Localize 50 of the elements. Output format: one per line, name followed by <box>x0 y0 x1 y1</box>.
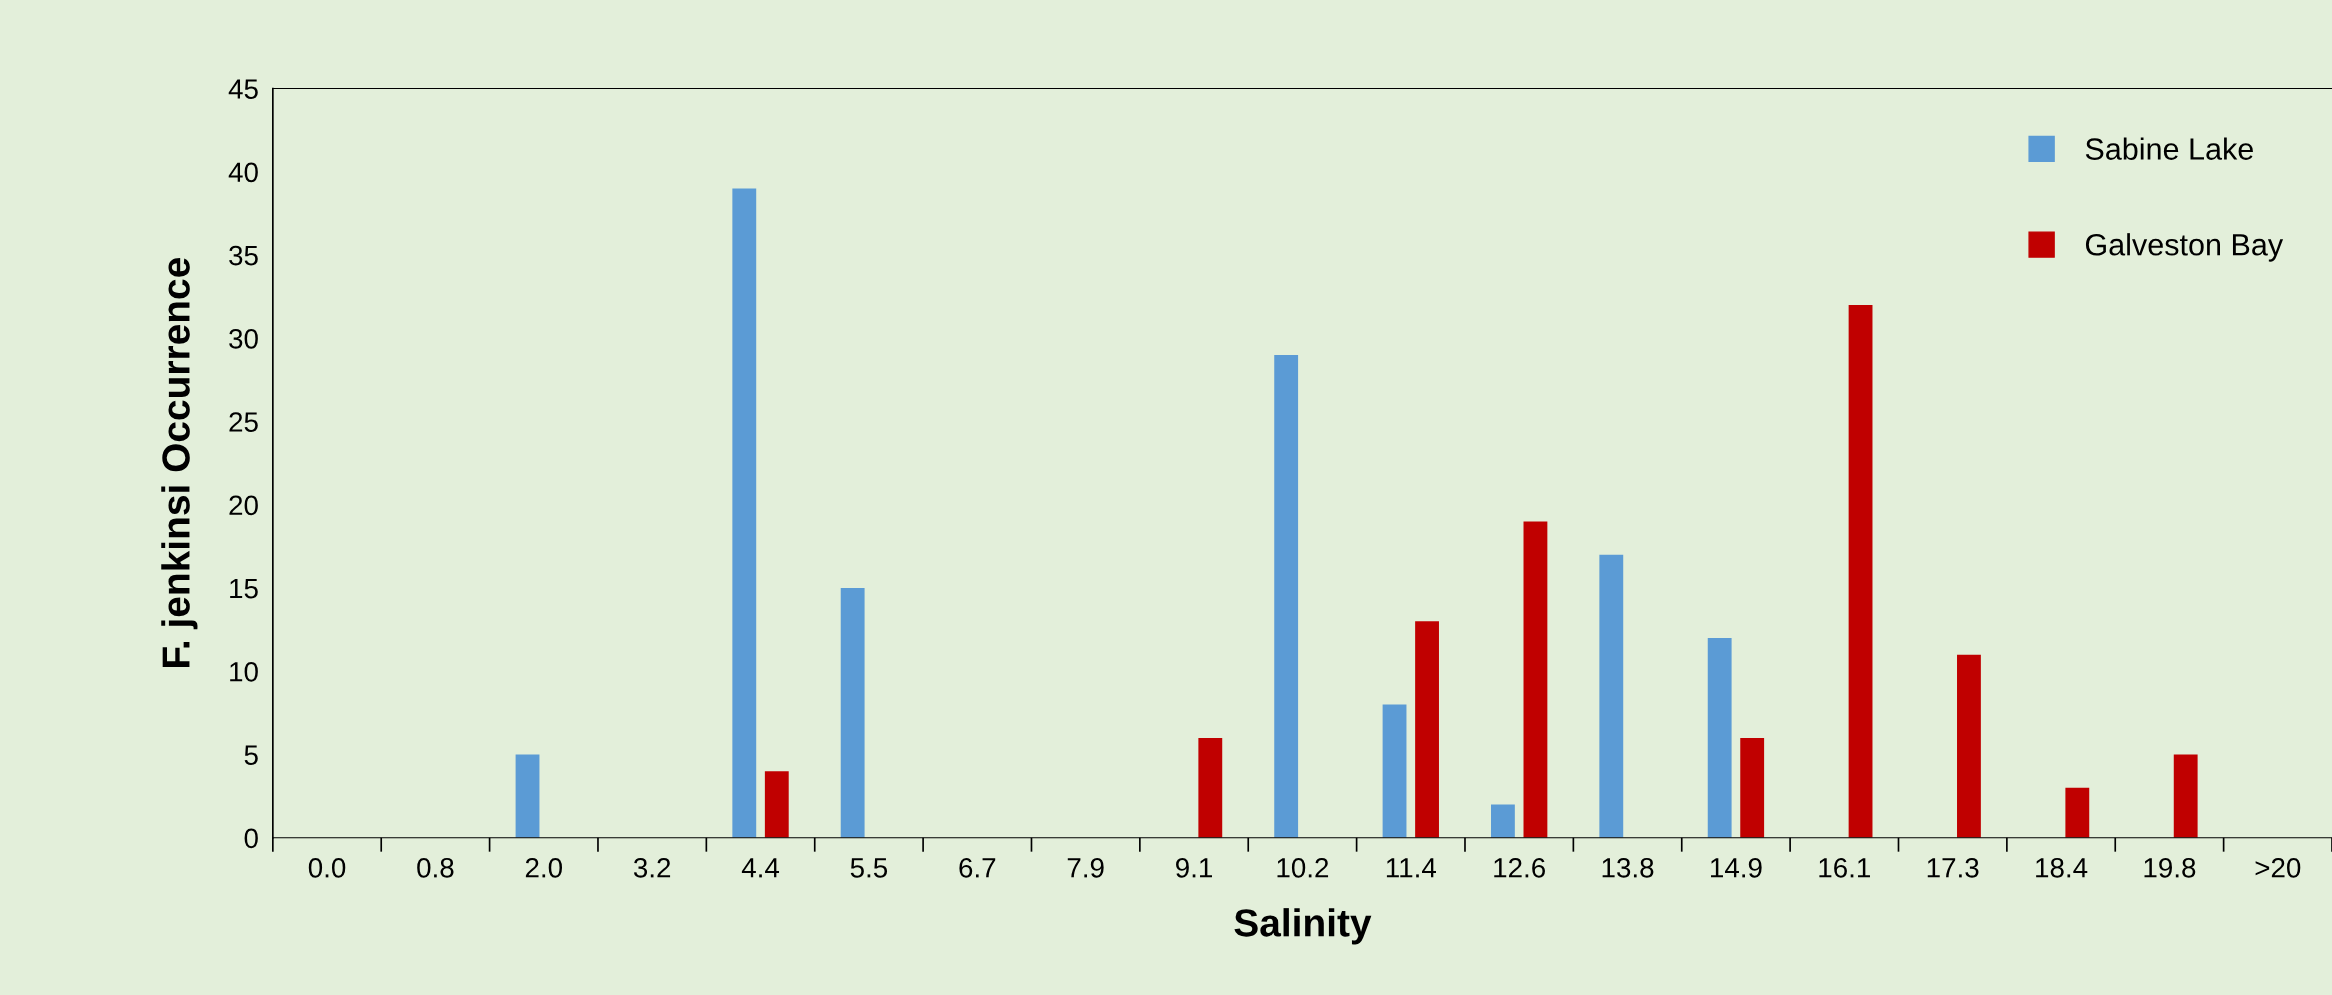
bar <box>1848 305 1873 838</box>
bar <box>1707 637 1732 838</box>
bar <box>732 188 757 838</box>
x-tick-label: 11.4 <box>1386 858 1436 878</box>
x-tick-label: 16.1 <box>1819 857 1870 878</box>
y-tick-label: 0 <box>244 828 258 849</box>
x-tick-label: 18.4 <box>2036 857 2088 878</box>
x-tick-label: 2.0 <box>525 857 563 878</box>
x-tick-label: 12.6 <box>1494 857 1545 878</box>
y-axis-title: F. jenkinsi Occurrence <box>161 258 198 667</box>
y-tick-label: 15 <box>230 579 258 599</box>
y-tick-label: 20 <box>229 495 258 516</box>
bar <box>2065 787 2090 838</box>
y-tick-label: 45 <box>228 79 258 99</box>
bar <box>840 588 865 838</box>
y-tick-label: 40 <box>228 162 258 183</box>
x-tick-label: 0.0 <box>308 857 346 878</box>
x-tick-label: 10.2 <box>1277 857 1329 878</box>
x-tick-label: 6.7 <box>959 857 996 878</box>
x-tick-label: 3.2 <box>633 857 671 878</box>
bar <box>1599 554 1624 838</box>
bar <box>1382 704 1407 838</box>
x-tick-label: 5.5 <box>850 858 888 878</box>
x-tick-label: 13.8 <box>1602 857 1654 878</box>
y-tick-label: 5 <box>244 745 258 765</box>
bar <box>1957 654 1981 838</box>
legend-label: Sabine Lake <box>2085 137 2253 160</box>
y-tick-label: 10 <box>230 661 258 682</box>
bar <box>1491 804 1515 838</box>
bar <box>1198 737 1223 838</box>
x-tick-label: 17.3 <box>1927 857 1979 878</box>
bar <box>1523 521 1548 838</box>
x-tick-label: >20 <box>2255 857 2301 878</box>
x-axis-title: Salinity <box>1234 908 1372 945</box>
x-tick-label: 0.8 <box>417 857 454 878</box>
bar <box>1415 621 1439 838</box>
y-tick-label: 35 <box>229 245 258 266</box>
x-tick-label: 7.9 <box>1067 857 1104 878</box>
bar <box>764 771 789 838</box>
bar <box>515 754 540 838</box>
bar <box>2173 754 2198 838</box>
x-tick-label: 14.9 <box>1711 857 1762 878</box>
bar <box>1274 354 1299 838</box>
x-tick-label: 9.1 <box>1176 857 1212 878</box>
x-tick-label: 4.4 <box>741 858 780 878</box>
x-tick-label: 19.8 <box>2144 857 2196 878</box>
legend-label: Galveston Bay <box>2085 233 2284 262</box>
y-tick-label: 30 <box>229 328 258 349</box>
bar <box>1740 737 1765 838</box>
y-tick-label: 25 <box>229 412 258 432</box>
